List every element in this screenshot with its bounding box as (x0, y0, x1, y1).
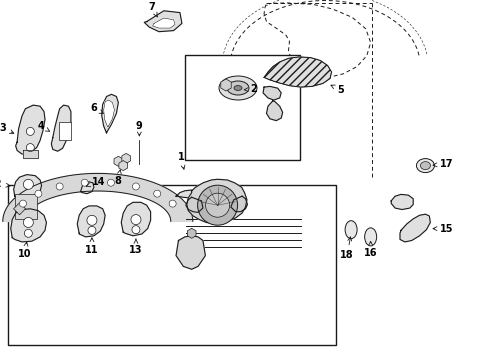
Polygon shape (176, 236, 205, 269)
Polygon shape (263, 86, 281, 100)
Polygon shape (51, 105, 71, 151)
Bar (8, 185, 335, 345)
Text: 14: 14 (86, 177, 105, 187)
Text: 16: 16 (363, 242, 377, 258)
Circle shape (153, 190, 161, 197)
Text: 15: 15 (432, 224, 453, 234)
Circle shape (107, 179, 114, 186)
Polygon shape (264, 57, 331, 87)
Polygon shape (264, 57, 331, 87)
Polygon shape (186, 179, 246, 223)
Text: 10: 10 (18, 242, 31, 259)
Text: 12: 12 (0, 179, 10, 189)
Text: 1: 1 (177, 152, 184, 169)
Text: 11: 11 (85, 238, 99, 255)
Circle shape (26, 127, 34, 135)
Polygon shape (14, 175, 41, 197)
Circle shape (132, 226, 140, 234)
Polygon shape (81, 182, 94, 194)
Polygon shape (23, 150, 38, 158)
Bar (184, 55, 299, 160)
Text: 7: 7 (148, 1, 157, 17)
Circle shape (132, 183, 139, 190)
Polygon shape (176, 190, 205, 198)
Text: 2: 2 (244, 84, 257, 94)
Polygon shape (144, 11, 182, 32)
Circle shape (197, 185, 237, 225)
Circle shape (23, 179, 33, 189)
Polygon shape (77, 206, 105, 237)
Circle shape (131, 215, 141, 225)
Circle shape (26, 144, 34, 152)
Circle shape (81, 179, 88, 186)
Ellipse shape (219, 76, 257, 100)
Ellipse shape (420, 162, 429, 170)
Text: 5: 5 (330, 85, 344, 95)
Circle shape (20, 200, 26, 207)
Polygon shape (185, 197, 203, 212)
Polygon shape (16, 105, 45, 154)
Text: 17: 17 (432, 159, 453, 169)
Circle shape (205, 193, 229, 217)
Text: 3: 3 (0, 123, 14, 134)
Text: 13: 13 (129, 239, 142, 255)
Bar (15, 194, 37, 219)
Circle shape (24, 229, 32, 237)
Polygon shape (3, 174, 192, 221)
Polygon shape (103, 100, 114, 127)
Text: 8: 8 (114, 170, 121, 186)
Polygon shape (152, 18, 175, 28)
Circle shape (88, 226, 96, 234)
Text: 18: 18 (340, 237, 353, 260)
Circle shape (35, 190, 42, 197)
Ellipse shape (226, 81, 248, 95)
Circle shape (56, 183, 63, 190)
Polygon shape (390, 194, 412, 210)
Polygon shape (102, 94, 118, 133)
Text: 4: 4 (37, 121, 50, 131)
Polygon shape (399, 214, 429, 242)
Text: 9: 9 (136, 121, 142, 136)
Polygon shape (11, 209, 46, 242)
Ellipse shape (234, 85, 242, 90)
Polygon shape (230, 196, 247, 212)
Circle shape (23, 217, 33, 228)
Ellipse shape (345, 221, 356, 239)
Bar (59, 122, 71, 140)
Text: 6: 6 (90, 103, 103, 113)
Ellipse shape (416, 159, 433, 172)
Ellipse shape (364, 228, 376, 246)
Circle shape (169, 200, 176, 207)
Polygon shape (121, 202, 150, 236)
Polygon shape (266, 101, 282, 121)
Circle shape (87, 215, 97, 225)
